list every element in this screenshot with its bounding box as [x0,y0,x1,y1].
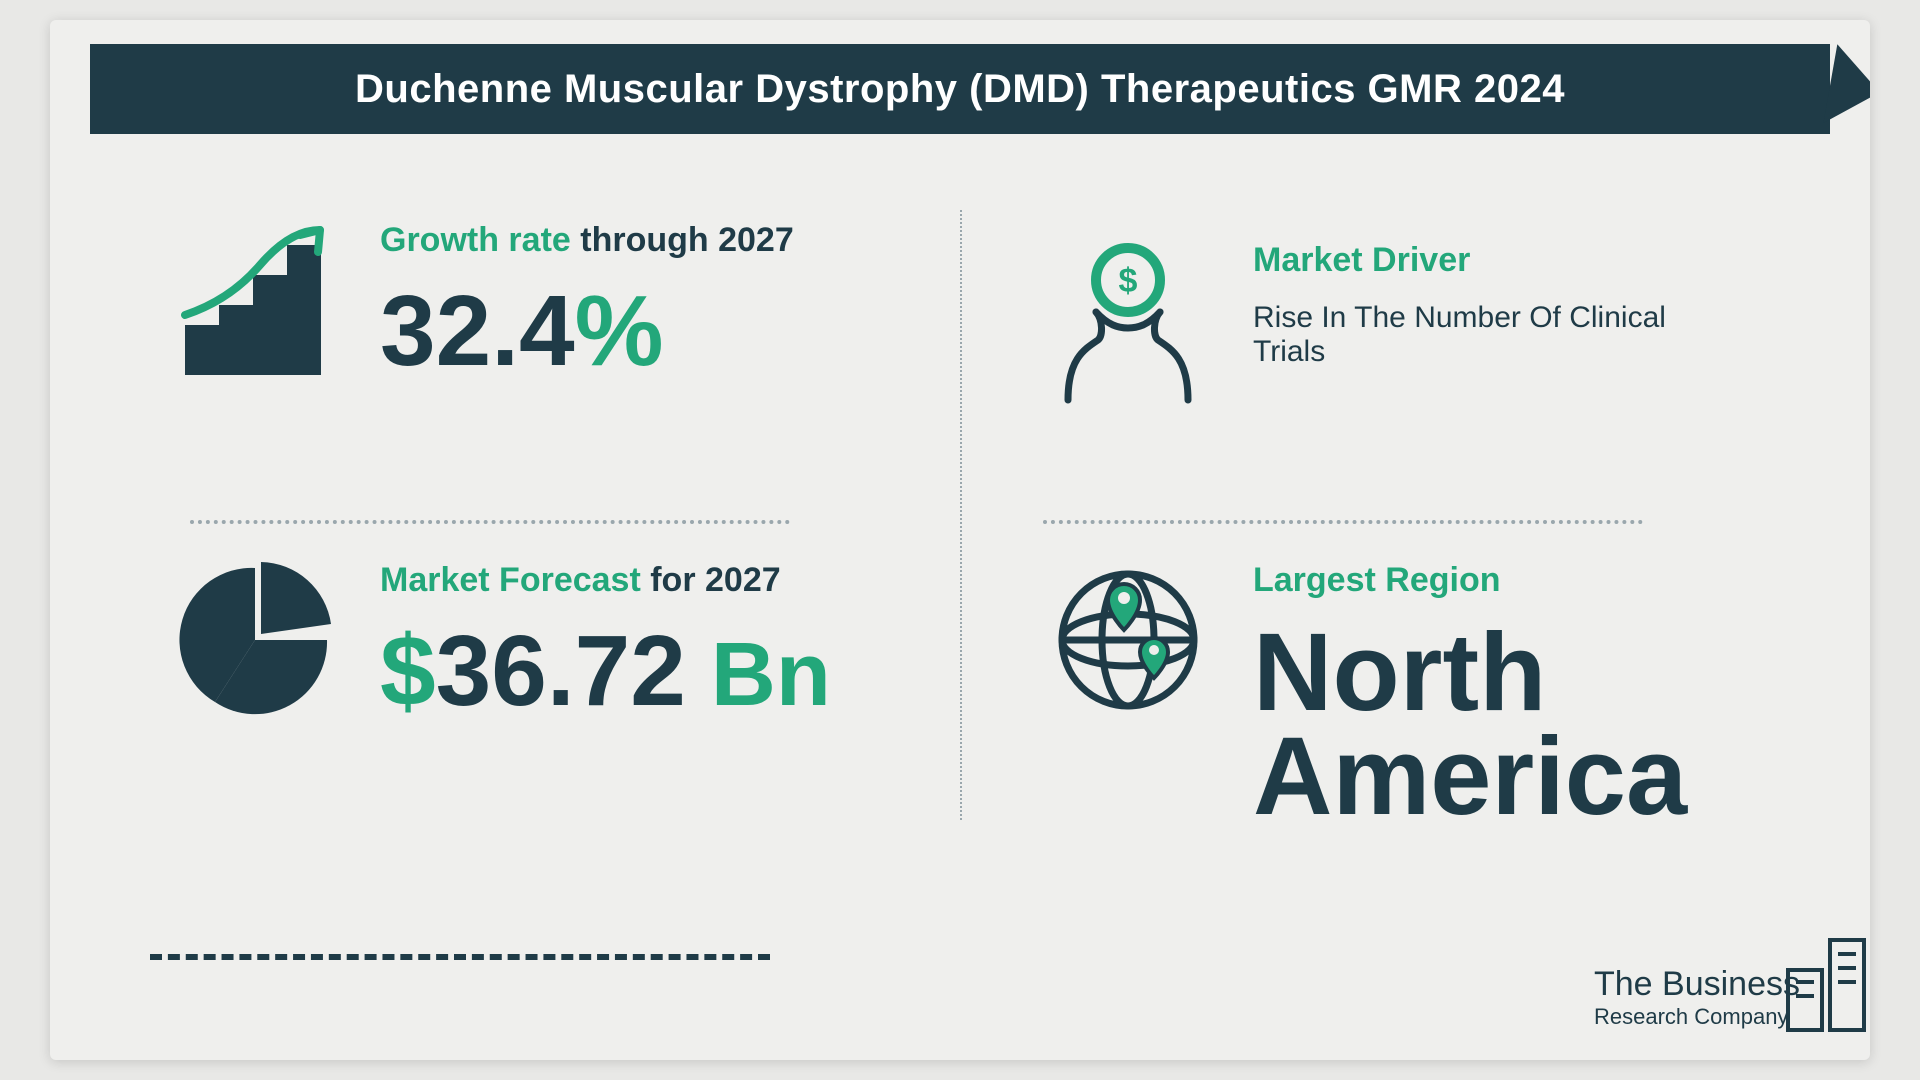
growth-number: 32.4 [380,275,575,387]
logo-buildings-icon [1780,920,1870,1040]
growth-value: 32.4% [380,281,900,381]
driver-description: Rise In The Number Of Clinical Trials [1253,301,1740,369]
forecast-number: 36.72 [436,615,686,727]
title-bar: Duchenne Muscular Dystrophy (DMD) Therap… [90,44,1830,134]
company-logo: The Business Research Company [1594,965,1800,1030]
svg-text:$: $ [1119,262,1138,300]
driver-label-text: Market Driver [1253,241,1470,279]
growth-label-accent: Growth rate [380,221,571,259]
dots-divider-left [190,520,790,524]
page-title: Duchenne Muscular Dystrophy (DMD) Therap… [355,67,1565,112]
forecast-label-accent: Market Forecast [380,561,641,599]
globe-pins-icon [1043,560,1213,720]
forecast-currency: $ [380,615,436,727]
region-value: North America [1253,621,1740,830]
panel-region: Largest Region North America [1043,560,1740,830]
growth-chart-icon [170,220,340,390]
dots-divider-right [1043,520,1643,524]
forecast-value: $36.72 Bn [380,621,900,721]
growth-label-rest: through 2027 [571,221,794,259]
growth-unit: % [575,275,664,387]
panel-driver: $ Market Driver Rise In The Number Of Cl… [1043,240,1740,410]
growth-text: Growth rate through 2027 32.4% [380,220,900,381]
bottom-dash-line [150,954,770,960]
region-label-text: Largest Region [1253,561,1500,599]
forecast-label: Market Forecast for 2027 [380,560,900,601]
title-arrow-decor [1823,44,1870,131]
infographic-frame: Duchenne Muscular Dystrophy (DMD) Therap… [50,20,1870,1060]
hands-coin-icon: $ [1043,240,1213,410]
content-area: Growth rate through 2027 32.4% [130,180,1790,1000]
region-label: Largest Region [1253,560,1740,601]
logo-line1: The Business [1594,965,1800,1004]
forecast-label-rest: for 2027 [641,561,781,599]
pie-chart-icon [170,560,340,720]
driver-label: Market Driver [1253,240,1740,281]
forecast-text: Market Forecast for 2027 $36.72 Bn [380,560,900,721]
region-text-box: Largest Region North America [1253,560,1740,830]
panel-growth: Growth rate through 2027 32.4% [170,220,900,390]
vertical-divider [960,210,962,820]
panel-forecast: Market Forecast for 2027 $36.72 Bn [170,560,900,721]
logo-line2: Research Company [1594,1004,1800,1030]
driver-text-box: Market Driver Rise In The Number Of Clin… [1253,240,1740,369]
forecast-unit: Bn [686,625,831,725]
growth-label: Growth rate through 2027 [380,220,900,261]
